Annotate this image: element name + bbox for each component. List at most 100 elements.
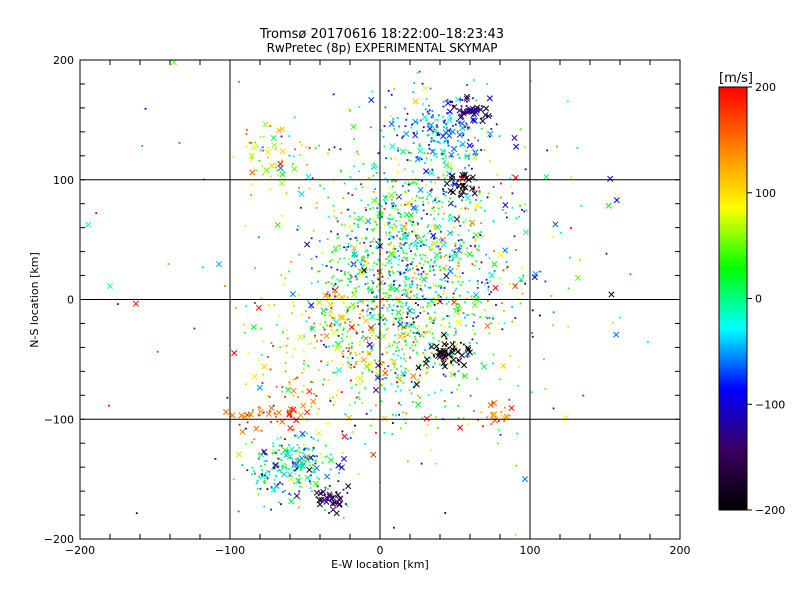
data-point-dot (420, 144, 422, 147)
data-point-dot (420, 289, 423, 292)
data-point-x (417, 186, 424, 193)
data-point-dot (415, 183, 418, 185)
data-point-dot (551, 236, 554, 238)
data-point-dot (566, 100, 569, 103)
data-point-x (508, 404, 515, 412)
data-point-dot (289, 416, 292, 418)
data-point-dot (457, 262, 460, 265)
data-point-dot (459, 224, 462, 227)
data-point-dot (344, 271, 347, 274)
data-point-dot (309, 464, 311, 467)
data-point-dot (264, 453, 266, 455)
data-point-dot (388, 231, 391, 234)
data-point-dot (380, 384, 383, 387)
data-point-dot (303, 350, 305, 353)
data-point-dot (455, 348, 457, 350)
data-point-dot (453, 334, 456, 337)
data-point-x (433, 343, 440, 350)
data-point-dot (431, 224, 434, 227)
data-point-dot (303, 335, 306, 338)
data-point-dot (462, 312, 465, 315)
data-point-dot (257, 457, 260, 460)
data-point-x (293, 461, 300, 468)
data-point-dot (317, 369, 320, 371)
data-point-x (463, 93, 471, 100)
data-point-dot (313, 322, 316, 325)
data-point-dot (371, 90, 374, 93)
data-point-dot (401, 302, 404, 305)
data-point-dot (250, 441, 253, 444)
data-point-dot (321, 252, 324, 254)
data-point-dot (400, 357, 402, 359)
data-point-dot (383, 125, 386, 128)
data-point-dot (355, 377, 358, 380)
data-point-dot (428, 342, 430, 345)
data-point-dot (275, 475, 277, 478)
data-point-dot (429, 315, 431, 318)
data-point-dot (262, 450, 265, 453)
data-point-dot (364, 269, 366, 272)
data-point-dot (319, 323, 322, 325)
data-point-x (608, 291, 615, 298)
data-point-dot (444, 405, 447, 408)
data-point-dot (425, 273, 427, 275)
data-point-dot (430, 352, 433, 354)
data-point-dot (388, 232, 391, 235)
data-point-dot (144, 107, 147, 110)
data-point-x (502, 202, 509, 209)
data-point-dot (358, 352, 361, 355)
data-point-dot (292, 428, 295, 431)
data-point-dot (419, 312, 422, 314)
data-point-dot (376, 306, 378, 309)
data-point-dot (387, 327, 390, 330)
data-point-dot (409, 183, 412, 185)
data-point-dot (429, 213, 432, 216)
data-point-dot (427, 303, 430, 306)
data-point-dot (421, 267, 424, 269)
data-point-dot (386, 351, 388, 354)
data-point-dot (427, 286, 430, 289)
data-point-dot (313, 336, 316, 339)
data-point-dot (442, 293, 445, 296)
data-point-x (279, 126, 286, 133)
data-point-dot (436, 132, 439, 135)
data-point-x (283, 452, 290, 459)
data-point-x (562, 414, 570, 422)
data-point-dot (373, 296, 376, 298)
data-point-dot (404, 278, 407, 280)
data-point-dot (411, 224, 414, 226)
data-point-dot (353, 251, 356, 254)
data-point-x (428, 121, 435, 129)
data-point-dot (260, 353, 263, 356)
data-point-x (440, 347, 447, 354)
data-point-x (451, 299, 458, 306)
data-point-dot (500, 411, 503, 413)
data-point-dot (373, 162, 375, 165)
data-point-dot (348, 404, 351, 406)
data-point-x (388, 192, 395, 199)
data-point-dot (381, 307, 384, 309)
data-point-dot (388, 345, 391, 348)
data-point-dot (429, 414, 432, 416)
data-point-dot (338, 244, 341, 247)
data-point-dot (477, 186, 480, 189)
data-point-dot (424, 332, 427, 334)
data-point-dot (285, 344, 288, 347)
data-point-dot (550, 295, 553, 297)
data-point-dot (372, 174, 375, 177)
data-point-dot (519, 128, 522, 131)
data-point-dot (232, 478, 235, 481)
data-point-dot (261, 469, 263, 471)
data-point-dot (359, 268, 361, 271)
data-point-dot (420, 333, 423, 336)
data-point-x (391, 224, 398, 231)
data-point-dot (275, 385, 278, 388)
data-point-dot (407, 233, 409, 236)
data-point-dot (356, 223, 359, 226)
data-point-dot (288, 468, 291, 470)
data-point-dot (318, 240, 321, 243)
data-point-dot (429, 270, 432, 273)
data-point-dot (480, 206, 483, 209)
data-point-dot (426, 273, 429, 276)
data-point-dot (411, 261, 414, 264)
